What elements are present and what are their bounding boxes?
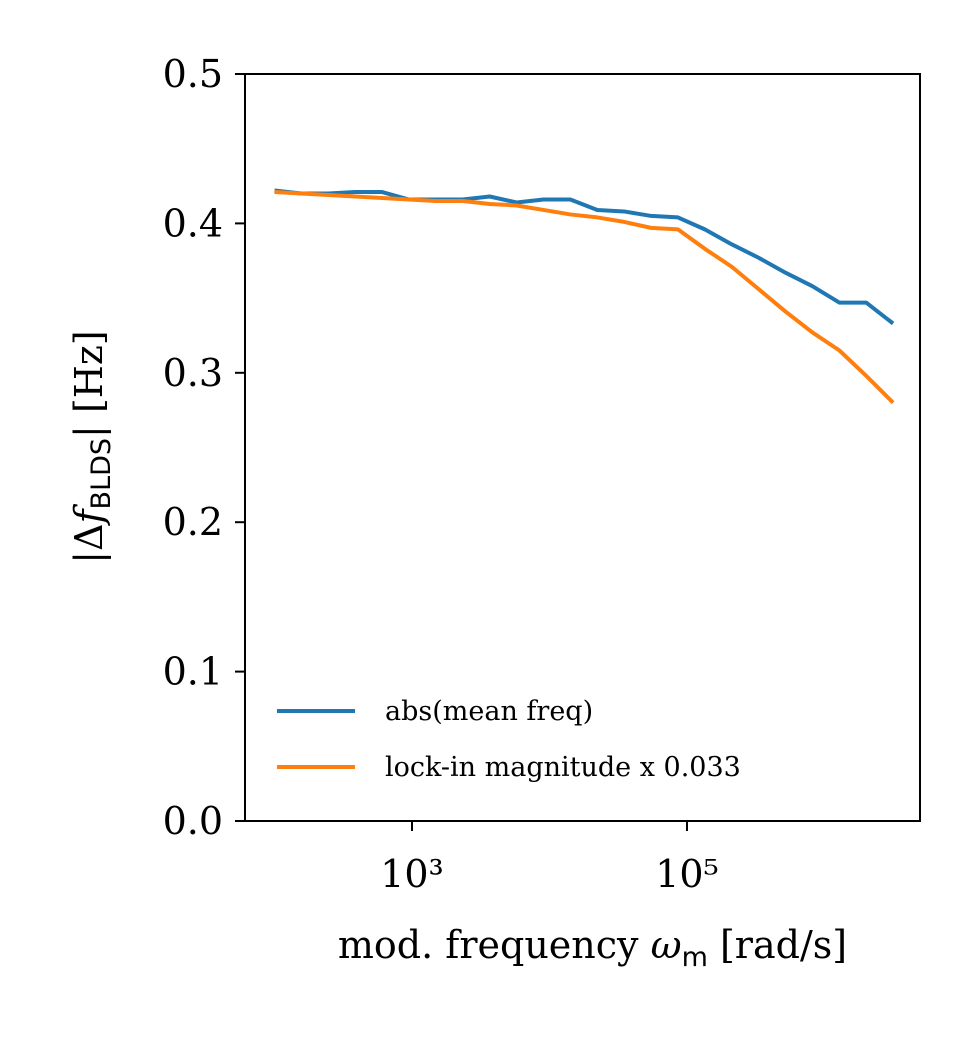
x-tick-label: 10³	[380, 852, 444, 896]
y-axis-label: |ΔfBLDS| [Hz]	[67, 330, 117, 564]
y-axis-label-part: |Δ	[67, 524, 111, 564]
x-axis-label-part: [rad/s]	[708, 923, 847, 967]
y-tick-label: 0.3	[163, 351, 223, 395]
x-axis-label-part: m	[682, 942, 708, 973]
y-tick-label: 0.0	[163, 799, 223, 843]
y-axis-label-part: BLDS	[86, 438, 117, 510]
x-axis-label: mod. frequency ωm [rad/s]	[338, 923, 847, 973]
x-axis-label-part: mod. frequency	[338, 923, 651, 967]
line-series	[274, 190, 895, 405]
y-tick-label: 0.5	[163, 52, 223, 96]
x-axis-label-part: ω	[651, 923, 682, 967]
y-tick-label: 0.2	[163, 500, 223, 544]
line-series	[274, 188, 895, 326]
y-axis-label-part: | [Hz]	[67, 330, 111, 438]
plot-frame	[244, 73, 921, 822]
legend-label: lock-in magnitude x 0.033	[385, 752, 741, 783]
y-tick-label: 0.1	[163, 650, 223, 694]
legend-label: abs(mean freq)	[385, 696, 593, 727]
x-tick-label: 10⁵	[655, 852, 719, 896]
y-tick-label: 0.4	[163, 201, 223, 245]
